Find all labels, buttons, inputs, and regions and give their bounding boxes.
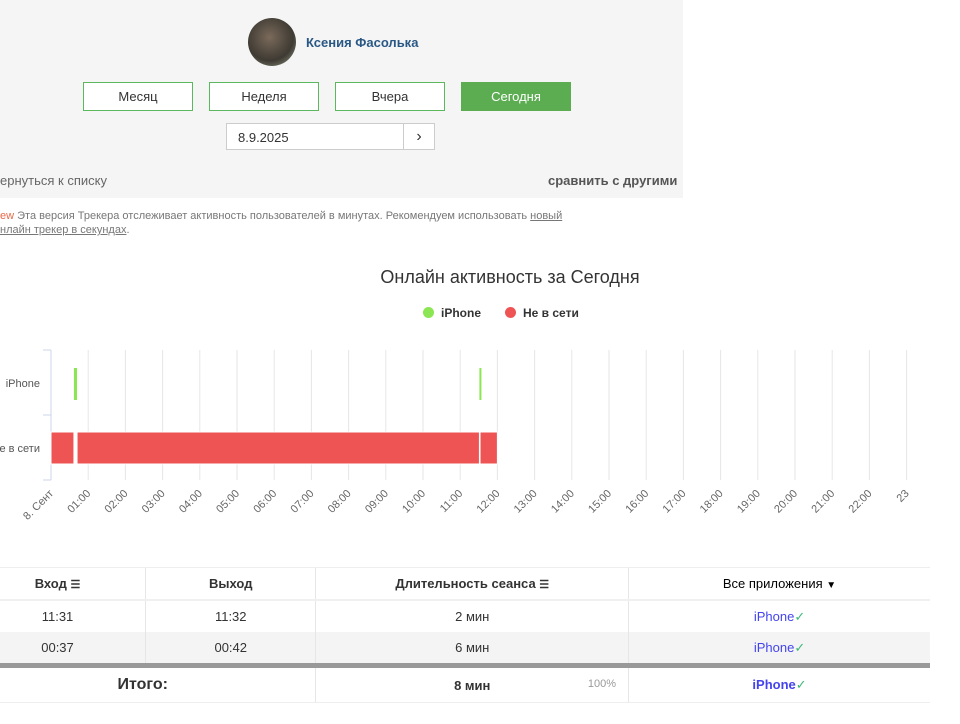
x-tick-label: 17:00: [661, 488, 689, 516]
x-tick-label: 19:00: [735, 488, 763, 516]
cell-in: 00:37: [0, 632, 146, 666]
x-tick-label: 11:00: [438, 488, 465, 515]
sessions-table: Вход ☰ Выход Длительность сеанса ☰ Все п…: [0, 567, 930, 703]
header-duration[interactable]: Длительность сеанса ☰: [315, 567, 629, 601]
x-tick-label: 22:00: [847, 488, 875, 516]
timeline-bar: [50, 431, 75, 465]
check-icon: ✓: [794, 608, 806, 624]
check-icon: ✓: [794, 639, 806, 655]
legend-dot-icon: [505, 307, 516, 318]
period-today-button[interactable]: Сегодня: [461, 82, 571, 111]
apps-filter-dropdown[interactable]: Все приложения ▼: [628, 567, 930, 601]
period-week-button[interactable]: Неделя: [209, 82, 319, 111]
x-tick-label: 01:00: [65, 488, 93, 516]
cell-duration: 6 мин: [315, 632, 629, 666]
y-category-label: iPhone: [6, 378, 40, 390]
notice: ew Эта версия Трекера отслеживает активн…: [0, 209, 680, 237]
x-tick-label: 16:00: [623, 488, 651, 516]
cell-app: iPhone✓: [628, 600, 930, 632]
x-tick-label: 18:00: [698, 488, 726, 516]
chevron-right-icon: ›: [416, 128, 422, 145]
cell-out: 11:32: [145, 600, 316, 632]
total-row: Итого: 8 мин 100% iPhone✓: [0, 663, 930, 703]
x-tick-label: 07:00: [289, 488, 317, 516]
chevron-down-icon: ▼: [826, 580, 837, 591]
x-tick-label: 13:00: [512, 488, 540, 516]
timeline-bar: [479, 431, 498, 465]
back-to-list-link[interactable]: ернуться к списку: [0, 173, 107, 188]
x-tick-label: 10:00: [400, 488, 428, 516]
x-tick-label: 02:00: [103, 488, 131, 516]
cell-out: 00:42: [145, 632, 316, 666]
sort-icon: ☰: [70, 579, 81, 591]
notice-text: Эта версия Трекера отслеживает активност…: [14, 210, 531, 222]
timeline-bar: [73, 368, 78, 400]
new-tracker-link-2[interactable]: нлайн трекер в секундах: [0, 224, 127, 236]
total-label: Итого:: [0, 663, 316, 703]
date-input[interactable]: 8.9.2025: [226, 123, 404, 150]
x-tick-label: 15:00: [586, 488, 614, 516]
header-out: Выход: [145, 567, 316, 601]
x-tick-label: 12:00: [475, 488, 503, 516]
compare-link[interactable]: сравнить с другими: [548, 173, 678, 188]
check-icon: ✓: [795, 677, 807, 692]
x-tick-label: 06:00: [251, 488, 279, 516]
cell-duration: 2 мин: [315, 600, 629, 632]
timeline-chart: 8. Сент 01:00 02:00 03:00 04:00 05:00 06:00 07:…: [0, 349, 912, 523]
table-header: Вход ☰ Выход Длительность сеанса ☰ Все п…: [0, 567, 930, 601]
x-tick-label: 14:00: [549, 488, 577, 516]
y-category-label: е в сети: [0, 443, 40, 455]
notice-end: .: [126, 224, 130, 236]
table-row: 00:37 00:42 6 мин iPhone✓: [0, 632, 930, 666]
cell-in: 11:31: [41, 609, 74, 624]
legend-label: Не в сети: [523, 306, 579, 320]
x-tick-label: 08:00: [326, 488, 354, 516]
next-date-button[interactable]: ›: [403, 123, 435, 150]
timeline-bar: [479, 368, 482, 400]
sort-icon: ☰: [539, 579, 550, 591]
x-tick-label: 8. Сент: [21, 488, 56, 523]
x-tick-label: 03:00: [140, 488, 168, 516]
period-month-button[interactable]: Месяц: [83, 82, 193, 111]
header-in[interactable]: Вход ☰: [0, 567, 146, 601]
x-tick-label: 20:00: [772, 488, 800, 516]
legend-item-offline[interactable]: Не в сети: [505, 306, 579, 320]
total-duration: 8 мин 100%: [315, 663, 629, 703]
new-tracker-link[interactable]: новый: [530, 210, 563, 222]
legend-item-iphone[interactable]: iPhone: [423, 306, 481, 320]
avatar[interactable]: [248, 18, 296, 66]
cell-app: iPhone✓: [628, 632, 930, 666]
new-badge: ew: [0, 210, 15, 222]
period-yesterday-button[interactable]: Вчера: [335, 82, 445, 111]
cell-app: iPhone✓: [628, 663, 930, 703]
chart-title: Онлайн активность за Сегодня: [380, 267, 640, 287]
x-tick-label: 05:00: [214, 488, 242, 516]
x-tick-label: 09:00: [363, 488, 391, 516]
timeline-bar: [76, 431, 480, 465]
x-tick-label: 21:00: [809, 488, 837, 516]
x-tick-label: 04:00: [177, 488, 205, 516]
legend-dot-icon: [423, 307, 434, 318]
total-percent: 100%: [587, 677, 617, 690]
x-tick-label: 23: [895, 488, 912, 505]
table-row: 11:31 11:32 2 мин iPhone✓: [0, 600, 930, 632]
profile-name[interactable]: Ксения Фасолька: [306, 35, 419, 50]
legend-label: iPhone: [441, 306, 482, 320]
